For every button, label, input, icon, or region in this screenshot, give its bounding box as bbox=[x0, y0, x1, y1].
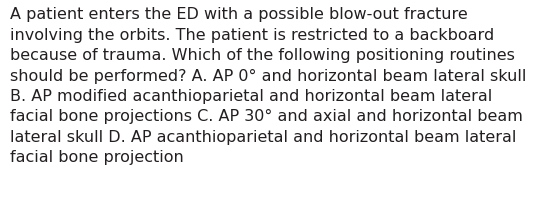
Text: A patient enters the ED with a possible blow-out fracture
involving the orbits. : A patient enters the ED with a possible … bbox=[10, 7, 526, 165]
